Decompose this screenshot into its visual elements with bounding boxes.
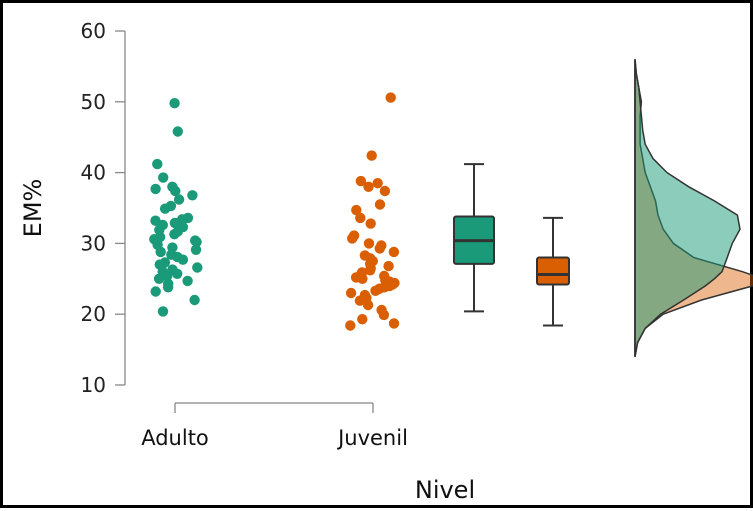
data-point: [365, 265, 376, 276]
data-point: [363, 181, 374, 192]
raincloud-chart: 10 20 30 40 50 60 Adulto Juvenil EM% Nivel: [19, 19, 753, 504]
data-point: [172, 126, 183, 137]
data-point: [347, 233, 358, 244]
data-point: [385, 92, 396, 103]
data-point: [169, 217, 181, 229]
data-point: [159, 203, 171, 214]
data-point: [379, 185, 391, 197]
data-point: [363, 238, 375, 249]
boxplot-adulto: [453, 163, 495, 313]
x-axis-title: Nivel: [415, 476, 475, 504]
data-point: [177, 254, 189, 265]
data-point: [355, 212, 366, 224]
data-point: [374, 243, 385, 254]
data-point: [153, 273, 165, 284]
y-tick-label: 20: [81, 302, 106, 326]
data-point: [345, 287, 357, 299]
data-point: [374, 199, 386, 210]
scatter-points: [149, 92, 400, 331]
boxplots: [453, 163, 570, 327]
data-point: [357, 314, 368, 325]
data-point: [150, 183, 161, 195]
density-adulto: [634, 59, 741, 357]
y-tick-label: 10: [81, 373, 106, 397]
data-point: [372, 178, 383, 189]
data-point: [388, 246, 400, 258]
data-point: [191, 236, 202, 248]
data-point: [362, 299, 374, 311]
y-tick-label: 40: [81, 161, 106, 185]
data-point: [162, 282, 174, 293]
data-point: [169, 229, 180, 240]
box-iqr: [536, 256, 570, 286]
data-point: [189, 294, 200, 306]
data-point: [357, 273, 368, 284]
data-point: [182, 275, 193, 287]
x-axis: Adulto Juvenil: [141, 402, 408, 450]
data-point: [158, 172, 169, 183]
data-point: [187, 190, 198, 201]
x-tick-label: Juvenil: [336, 426, 408, 450]
data-point: [190, 244, 202, 255]
density-plots: [634, 59, 753, 357]
data-point: [345, 320, 356, 331]
data-point: [162, 270, 173, 282]
data-point: [355, 175, 367, 187]
data-point: [351, 204, 362, 216]
data-point: [192, 262, 203, 273]
data-point: [155, 246, 166, 258]
data-point: [172, 268, 183, 279]
x-tick-label: Adulto: [141, 426, 209, 450]
data-point: [378, 309, 390, 321]
data-point: [383, 260, 394, 272]
boxplot-juvenil: [536, 216, 570, 327]
data-point: [150, 286, 161, 297]
y-tick-label: 30: [81, 231, 106, 255]
data-point: [388, 318, 400, 329]
y-axis: 10 20 30 40 50 60: [81, 19, 126, 397]
data-point: [366, 150, 377, 161]
data-point: [370, 285, 381, 296]
data-point: [169, 98, 180, 109]
data-point: [354, 295, 366, 306]
data-point: [170, 185, 181, 197]
data-point: [152, 158, 163, 170]
data-point: [365, 218, 376, 229]
data-point: [173, 194, 185, 205]
y-axis-title: EM%: [19, 179, 47, 238]
y-tick-label: 50: [81, 90, 106, 114]
data-point: [157, 306, 169, 317]
y-tick-label: 60: [81, 19, 106, 43]
